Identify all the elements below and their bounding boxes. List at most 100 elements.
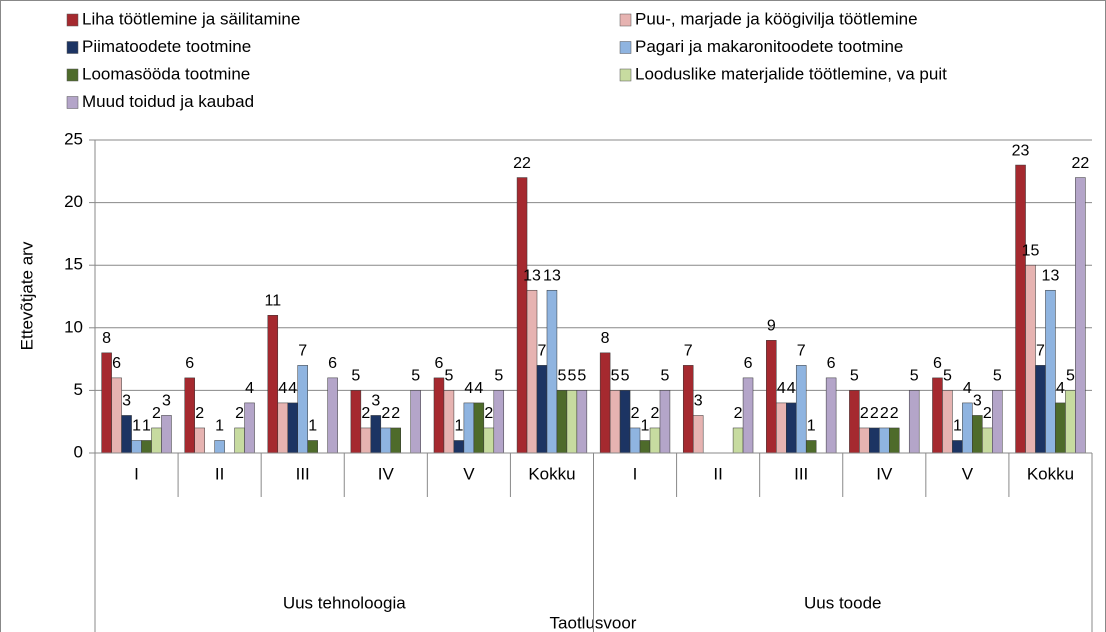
data-label: 2 — [381, 405, 390, 422]
data-label: 7 — [797, 343, 806, 360]
data-label: 8 — [601, 330, 610, 347]
x-group-label: Uus toode — [804, 593, 882, 612]
bar — [692, 415, 704, 454]
bar — [1065, 390, 1076, 454]
bar — [659, 390, 671, 454]
legend-label: Liha töötlemine ja säilitamine — [82, 9, 300, 28]
bar — [952, 440, 963, 454]
data-label: 15 — [1022, 242, 1040, 259]
data-label: 2 — [361, 405, 370, 422]
bar — [131, 440, 142, 454]
bar — [307, 440, 318, 454]
bar — [493, 390, 505, 454]
bar — [766, 340, 777, 454]
data-label: 5 — [351, 368, 360, 385]
data-label: 1 — [807, 418, 816, 435]
data-label: 4 — [464, 380, 473, 397]
bar — [453, 440, 465, 454]
data-label: 7 — [684, 343, 693, 360]
legend-swatch — [619, 13, 632, 27]
bar — [433, 377, 445, 454]
data-label: 5 — [444, 368, 453, 385]
data-label: 4 — [288, 380, 297, 397]
bar — [732, 427, 744, 454]
data-label: 6 — [328, 355, 337, 372]
x-tick-label: I — [134, 464, 139, 483]
bar — [908, 390, 920, 454]
bar — [805, 440, 817, 454]
legend-swatch — [66, 41, 79, 54]
data-label: 7 — [298, 343, 307, 360]
bar — [566, 390, 578, 454]
bar — [1025, 264, 1036, 454]
data-label: 13 — [1042, 267, 1060, 284]
bar — [410, 390, 421, 454]
data-label: 7 — [538, 343, 547, 360]
bar — [682, 365, 694, 454]
data-label: 4 — [1056, 380, 1065, 397]
data-label: 5 — [611, 368, 620, 385]
data-label: 3 — [694, 393, 703, 410]
bar — [443, 390, 455, 454]
x-tick-label: Kokku — [1027, 464, 1074, 483]
legend-swatch — [66, 68, 79, 82]
data-label: 5 — [567, 368, 576, 385]
data-label: 5 — [557, 368, 566, 385]
bar — [161, 415, 172, 454]
legend-label: Puu-, marjade ja köögivilja töötlemine — [635, 9, 918, 28]
data-label: 5 — [943, 368, 952, 385]
data-label: 5 — [660, 368, 669, 385]
bar — [889, 427, 900, 454]
bar — [639, 440, 651, 454]
bar — [1035, 365, 1046, 454]
y-tick-label: 10 — [64, 317, 83, 336]
data-label: 2 — [484, 405, 493, 422]
legend-label: Piimatoodete tootmine — [82, 37, 251, 56]
data-label: 5 — [850, 368, 859, 385]
data-label: 1 — [215, 418, 224, 435]
bar — [516, 177, 528, 454]
bar — [1015, 164, 1026, 454]
data-label: 4 — [474, 380, 483, 397]
data-label: 22 — [513, 155, 531, 172]
data-label: 5 — [910, 368, 919, 385]
data-label: 3 — [371, 393, 380, 410]
bar — [795, 365, 807, 454]
bar — [463, 402, 475, 454]
legend-swatch — [619, 41, 632, 54]
bar — [629, 427, 641, 454]
data-label: 4 — [787, 380, 796, 397]
bar — [849, 390, 860, 454]
bar — [473, 402, 485, 454]
bar — [932, 377, 943, 454]
bar — [1075, 177, 1086, 454]
data-label: 5 — [621, 368, 630, 385]
data-label: 1 — [132, 418, 141, 435]
data-label: 2 — [860, 405, 869, 422]
bar — [825, 377, 837, 454]
data-label: 3 — [162, 393, 171, 410]
bar — [869, 427, 880, 454]
data-label: 2 — [235, 405, 244, 422]
bar — [609, 390, 621, 454]
data-label: 2 — [631, 405, 640, 422]
bar — [526, 289, 538, 454]
bar — [277, 402, 289, 454]
data-label: 3 — [122, 393, 131, 410]
bar — [536, 365, 548, 454]
data-label: 2 — [195, 405, 204, 422]
data-label: 6 — [435, 355, 444, 372]
bar — [194, 427, 205, 454]
data-label: 5 — [1066, 368, 1075, 385]
data-label: 5 — [577, 368, 586, 385]
bar — [859, 427, 870, 454]
y-tick-label: 15 — [64, 255, 83, 274]
data-label: 2 — [983, 405, 992, 422]
data-label: 9 — [767, 318, 776, 335]
bar — [141, 440, 152, 454]
data-label: 6 — [185, 355, 194, 372]
data-label: 5 — [411, 368, 420, 385]
data-label: 4 — [245, 380, 254, 397]
y-tick-label: 0 — [74, 442, 83, 461]
